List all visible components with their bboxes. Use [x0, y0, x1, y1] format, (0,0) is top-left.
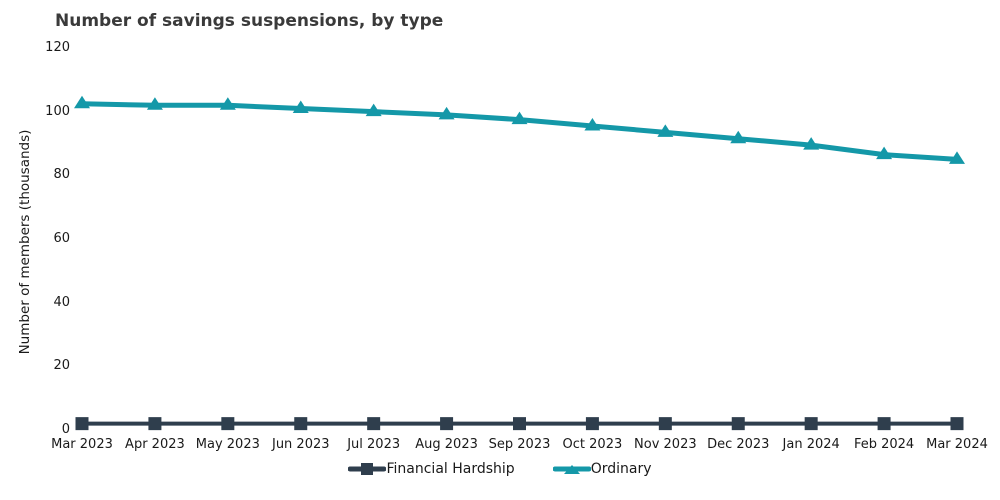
x-tick-label: Sep 2023 — [488, 437, 551, 452]
financial-hardship-data-point-square — [877, 417, 891, 431]
x-tick-label: Jun 2023 — [271, 437, 330, 452]
x-tick-label: Dec 2023 — [707, 437, 770, 452]
financial-hardship-data-point-square — [221, 417, 235, 431]
x-tick-label: May 2023 — [195, 437, 260, 452]
financial-hardship-line-square-icon — [348, 463, 387, 475]
y-tick-label: 60 — [53, 231, 70, 246]
financial-hardship-data-point-square — [804, 417, 818, 431]
ordinary-data-point-triangle-up — [438, 106, 455, 120]
legend-item-ordinary: Ordinary — [552, 461, 652, 477]
ordinary-line-triangle-icon — [552, 465, 591, 474]
financial-hardship-data-point-square — [148, 417, 162, 431]
ordinary-data-point-triangle-up — [657, 124, 674, 137]
y-tick-label: 20 — [53, 358, 70, 374]
financial-hardship-data-point-square — [513, 417, 526, 431]
legend-label-ordinary: Ordinary — [590, 461, 652, 477]
chart-title: Number of savings suspensions, by type — [55, 11, 444, 31]
x-tick-label: Apr 2023 — [125, 437, 185, 452]
legend-label-financial-hardship: Financial Hardship — [386, 461, 515, 477]
ordinary-data-point-triangle-up — [74, 95, 90, 109]
ordinary-data-point-triangle-up — [365, 103, 382, 117]
y-tick-label: 40 — [53, 294, 70, 310]
ordinary-data-point-triangle-up — [146, 97, 163, 110]
financial-hardship-data-point-square — [731, 417, 745, 431]
x-tick-label: Aug 2023 — [415, 437, 478, 452]
legend: Financial Hardship Ordinary — [0, 461, 1000, 477]
ordinary-data-point-triangle-up — [949, 151, 965, 164]
x-tick-label: Mar 2024 — [926, 437, 988, 452]
x-tick-label: Oct 2023 — [562, 437, 623, 452]
ordinary-data-point-triangle-up — [292, 100, 309, 113]
x-tick-label: Nov 2023 — [634, 437, 697, 452]
financial-hardship-data-point-square — [950, 417, 964, 431]
y-tick-label: 120 — [45, 40, 70, 55]
ordinary-data-point-triangle-up — [730, 130, 747, 144]
ordinary-data-point-triangle-up — [219, 97, 236, 110]
y-tick-label: 100 — [45, 103, 70, 119]
ordinary-data-point-triangle-up — [803, 137, 820, 150]
x-tick-label: Jan 2024 — [782, 437, 840, 452]
ordinary-data-point-triangle-up — [876, 146, 893, 160]
ordinary-data-point-triangle-up — [511, 111, 528, 125]
y-tick-label: 80 — [53, 167, 70, 183]
ordinary-data-point-triangle-up — [584, 117, 601, 131]
financial-hardship-data-point-square — [367, 417, 381, 431]
financial-hardship-data-point-square — [294, 417, 308, 431]
x-tick-label: Feb 2024 — [853, 437, 915, 452]
x-tick-label: Mar 2023 — [51, 437, 113, 452]
y-tick-label: 0 — [61, 422, 70, 437]
legend-item-financial-hardship: Financial Hardship — [348, 461, 515, 477]
financial-hardship-data-point-square — [440, 417, 454, 431]
x-tick-label: Jul 2023 — [347, 437, 401, 452]
financial-hardship-data-point-square — [75, 417, 89, 431]
financial-hardship-data-point-square — [585, 417, 599, 431]
financial-hardship-data-point-square — [658, 417, 672, 431]
